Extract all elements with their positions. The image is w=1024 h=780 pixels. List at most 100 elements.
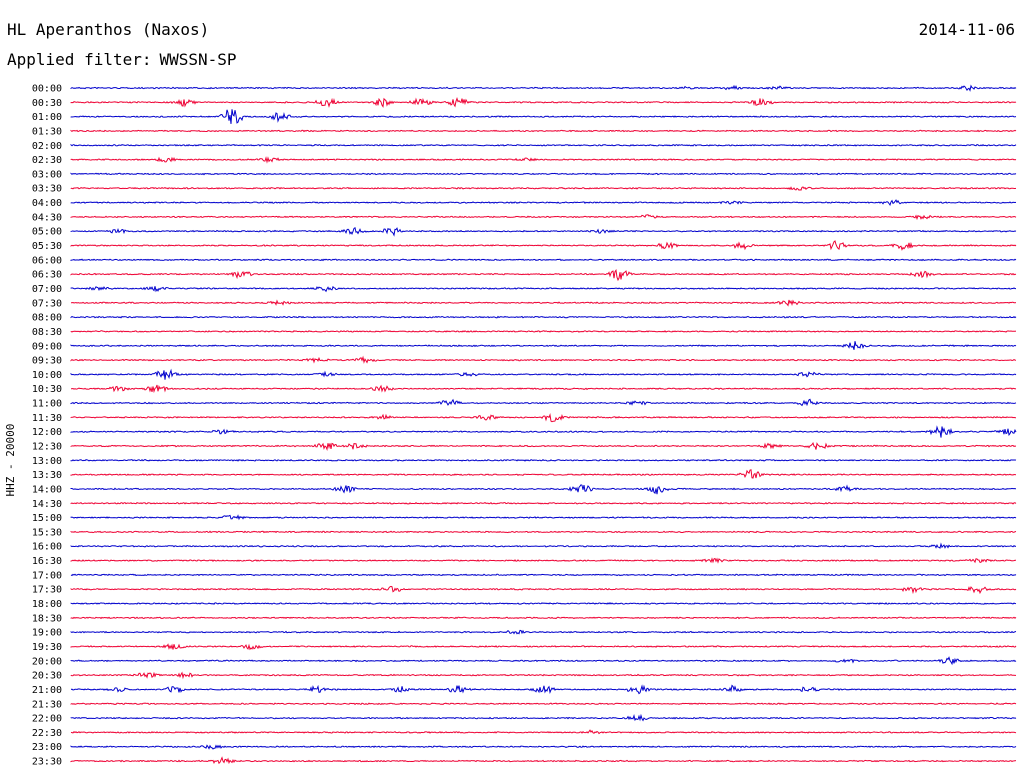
time-tick-label: 05:00 xyxy=(32,227,62,238)
time-tick-label: 21:00 xyxy=(32,685,62,696)
time-tick-label: 18:00 xyxy=(32,599,62,610)
seismogram-trace-0430 xyxy=(70,214,1017,221)
time-tick-label: 04:30 xyxy=(32,212,62,223)
seismogram-trace-1830 xyxy=(70,616,1017,620)
seismogram-trace-1200 xyxy=(70,425,1017,438)
seismogram-trace-0530 xyxy=(70,240,1017,251)
seismogram-trace-2200 xyxy=(70,713,1017,722)
time-tick-label: 22:30 xyxy=(32,728,62,739)
seismogram-trace-1030 xyxy=(71,384,1017,394)
time-tick-label: 13:30 xyxy=(32,470,62,481)
filter-label: Applied filter: xyxy=(7,50,152,69)
time-tick-label: 09:00 xyxy=(32,341,62,352)
seismogram-trace-1930 xyxy=(70,643,1017,651)
seismogram-trace-1000 xyxy=(70,368,1017,380)
time-tick-label: 19:30 xyxy=(32,642,62,653)
time-tick-label: 20:30 xyxy=(32,671,62,682)
seismogram-trace-0800 xyxy=(70,315,1017,319)
seismogram-trace-0130 xyxy=(70,129,1017,133)
seismogram-trace-0030 xyxy=(70,96,1017,108)
seismogram-trace-1700 xyxy=(70,573,1017,577)
time-tick-label: 07:30 xyxy=(32,298,62,309)
time-tick-label: 09:30 xyxy=(32,356,62,367)
time-tick-label: 12:30 xyxy=(32,442,62,453)
time-tick-label: 21:30 xyxy=(32,699,62,710)
time-tick-label: 10:00 xyxy=(32,370,62,381)
seismogram-trace-0730 xyxy=(70,299,1017,307)
seismogram-trace-0830 xyxy=(70,330,1017,333)
time-tick-label: 23:00 xyxy=(32,742,62,753)
time-tick-label: 10:30 xyxy=(32,384,62,395)
filter-value: WWSSN-SP xyxy=(159,50,237,69)
seismogram-trace-1730 xyxy=(70,585,1017,595)
time-tick-label: 06:30 xyxy=(32,270,62,281)
seismogram-trace-0900 xyxy=(70,341,1017,350)
time-tick-label: 11:00 xyxy=(32,399,62,410)
seismogram-trace-0930 xyxy=(70,355,1017,364)
time-tick-label: 00:30 xyxy=(32,98,62,109)
seismogram-trace-2000 xyxy=(70,656,1017,666)
seismogram-trace-1300 xyxy=(70,458,1017,462)
time-tick-label: 03:30 xyxy=(32,184,62,195)
seismogram-trace-0500 xyxy=(70,227,1017,237)
time-tick-label: 01:30 xyxy=(32,126,62,137)
time-tick-label: 17:00 xyxy=(32,570,62,581)
seismogram-trace-1800 xyxy=(70,602,1017,605)
time-tick-label: 15:00 xyxy=(32,513,62,524)
time-tick-label: 17:30 xyxy=(32,585,62,596)
seismogram-trace-1530 xyxy=(70,530,1017,534)
time-tick-label: 02:00 xyxy=(32,141,62,152)
seismogram-trace-1430 xyxy=(70,501,1017,505)
station-title: HL Aperanthos (Naxos) xyxy=(7,20,210,39)
seismogram-trace-0200 xyxy=(70,143,1017,147)
time-tick-label: 13:00 xyxy=(32,456,62,467)
time-tick-label: 16:00 xyxy=(32,542,62,553)
seismogram-trace-0700 xyxy=(70,285,1016,293)
time-tick-label: 11:30 xyxy=(32,413,62,424)
time-tick-label: 06:00 xyxy=(32,255,62,266)
time-tick-label: 02:30 xyxy=(32,155,62,166)
time-tick-label: 14:30 xyxy=(32,499,62,510)
seismogram-trace-1330 xyxy=(70,469,1017,479)
time-tick-label: 23:30 xyxy=(32,757,62,768)
seismogram-trace-2230 xyxy=(70,729,1017,735)
time-tick-label: 22:00 xyxy=(32,714,62,725)
seismogram-trace-0600 xyxy=(70,258,1017,262)
time-tick-label: 03:00 xyxy=(32,169,62,180)
seismogram-trace-1400 xyxy=(70,484,1017,495)
seismogram-trace-0630 xyxy=(70,268,1017,282)
seismogram-trace-0300 xyxy=(70,172,1017,176)
time-tick-label: 19:00 xyxy=(32,628,62,639)
time-tick-label: 20:00 xyxy=(32,656,62,667)
time-tick-label: 18:30 xyxy=(32,613,62,624)
seismogram-trace-1500 xyxy=(70,514,1017,521)
seismogram-trace-2030 xyxy=(70,671,1016,680)
seismogram-trace-2130 xyxy=(70,702,1017,706)
seismogram-trace-0000 xyxy=(70,84,1017,92)
time-tick-label: 01:00 xyxy=(32,112,62,123)
time-tick-label: 15:30 xyxy=(32,527,62,538)
time-tick-label: 04:00 xyxy=(32,198,62,209)
time-tick-label: 08:30 xyxy=(32,327,62,338)
time-tick-label: 12:00 xyxy=(32,427,62,438)
seismogram-trace-1630 xyxy=(70,557,1017,564)
time-tick-label: 16:30 xyxy=(32,556,62,567)
time-tick-label: 00:00 xyxy=(32,84,62,95)
time-tick-label: 08:00 xyxy=(32,313,62,324)
seismogram-trace-2330 xyxy=(70,756,1017,765)
seismogram-trace-2100 xyxy=(70,684,1017,695)
seismogram-trace-1100 xyxy=(70,398,1017,407)
seismogram-trace-1900 xyxy=(70,629,1017,635)
seismogram-trace-0100 xyxy=(70,109,1017,124)
seismogram-trace-0230 xyxy=(70,156,1017,164)
time-tick-label: 07:00 xyxy=(32,284,62,295)
time-tick-label: 05:30 xyxy=(32,241,62,252)
seismogram-trace-1600 xyxy=(70,542,1017,549)
seismogram-trace-0400 xyxy=(70,199,1017,206)
seismogram-trace-2300 xyxy=(70,744,1017,750)
seismogram-trace-1130 xyxy=(70,413,1017,423)
seismogram-trace-1230 xyxy=(70,442,1017,451)
record-date: 2014-11-06 xyxy=(918,20,1015,39)
filter-info: Applied filter: WWSSN-SP xyxy=(7,50,237,70)
